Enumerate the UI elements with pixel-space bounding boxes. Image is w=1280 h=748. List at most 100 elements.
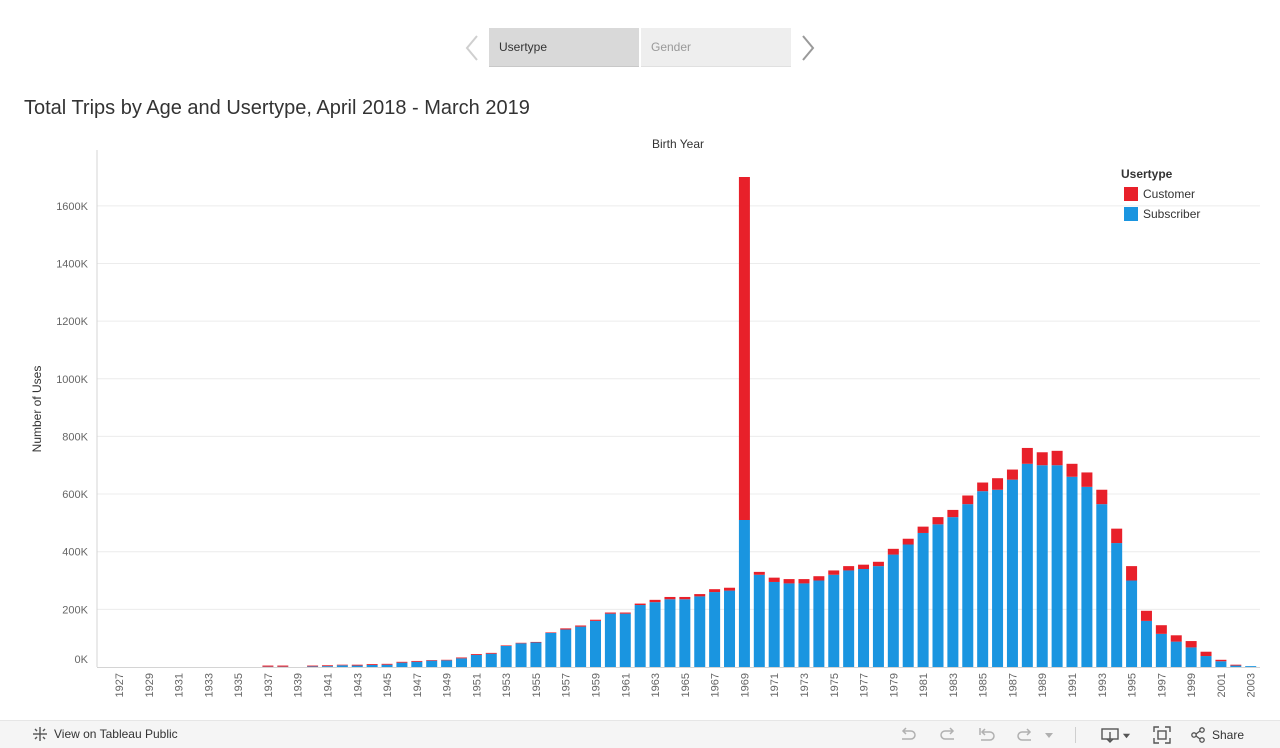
legend-label-customer[interactable]: Customer <box>1143 187 1195 201</box>
bar-subscriber-1952[interactable] <box>486 654 497 667</box>
bar-customer-1968[interactable] <box>724 588 735 591</box>
bar-subscriber-1941[interactable] <box>322 666 333 667</box>
bar-subscriber-1975[interactable] <box>828 575 839 667</box>
bar-subscriber-1993[interactable] <box>1096 504 1107 667</box>
bar-subscriber-1945[interactable] <box>382 665 393 667</box>
bar-customer-1944[interactable] <box>367 664 378 665</box>
bar-customer-1964[interactable] <box>664 597 675 599</box>
bar-customer-1946[interactable] <box>396 662 407 663</box>
bar-customer-1951[interactable] <box>471 654 482 655</box>
bar-subscriber-1949[interactable] <box>441 660 452 667</box>
bar-subscriber-1995[interactable] <box>1126 581 1137 667</box>
bar-customer-1999[interactable] <box>1186 641 1197 647</box>
download-button[interactable] <box>1100 725 1132 745</box>
bar-customer-1990[interactable] <box>1052 451 1063 465</box>
bar-customer-1994[interactable] <box>1111 529 1122 543</box>
bar-customer-1943[interactable] <box>352 665 363 666</box>
bar-subscriber-1988[interactable] <box>1022 464 1033 667</box>
bar-customer-1991[interactable] <box>1067 464 1078 477</box>
bar-subscriber-1978[interactable] <box>873 566 884 667</box>
bar-customer-1949[interactable] <box>441 660 452 661</box>
bar-subscriber-1990[interactable] <box>1052 465 1063 667</box>
bar-customer-1937[interactable] <box>262 666 273 667</box>
bar-subscriber-1986[interactable] <box>992 490 1003 667</box>
bar-customer-1958[interactable] <box>575 625 586 626</box>
bar-subscriber-1953[interactable] <box>501 646 512 667</box>
bar-subscriber-1970[interactable] <box>754 575 765 667</box>
bar-subscriber-1959[interactable] <box>590 621 601 667</box>
bar-customer-1967[interactable] <box>709 589 720 592</box>
bar-customer-1957[interactable] <box>560 628 571 629</box>
bar-customer-2002[interactable] <box>1230 665 1241 666</box>
bar-subscriber-1985[interactable] <box>977 491 988 667</box>
bar-subscriber-1948[interactable] <box>426 661 437 667</box>
bar-customer-1966[interactable] <box>694 594 705 596</box>
bar-subscriber-1980[interactable] <box>903 545 914 668</box>
bar-customer-1980[interactable] <box>903 539 914 545</box>
bar-subscriber-1974[interactable] <box>813 581 824 667</box>
bar-subscriber-1996[interactable] <box>1141 621 1152 667</box>
bar-customer-1998[interactable] <box>1171 635 1182 641</box>
bar-subscriber-1946[interactable] <box>396 663 407 667</box>
bar-customer-1947[interactable] <box>411 661 422 662</box>
bar-customer-2000[interactable] <box>1201 652 1212 656</box>
bar-customer-1970[interactable] <box>754 572 765 575</box>
legend-swatch-customer[interactable] <box>1124 187 1138 201</box>
bar-customer-1962[interactable] <box>635 604 646 605</box>
bar-customer-1942[interactable] <box>337 665 348 666</box>
bar-customer-1989[interactable] <box>1037 452 1048 465</box>
bar-subscriber-1961[interactable] <box>620 614 631 667</box>
bar-subscriber-1955[interactable] <box>530 643 541 668</box>
bar-customer-1959[interactable] <box>590 620 601 621</box>
bar-customer-1992[interactable] <box>1081 472 1092 486</box>
bar-subscriber-1956[interactable] <box>545 633 556 667</box>
bar-customer-1985[interactable] <box>977 483 988 492</box>
bar-subscriber-1984[interactable] <box>962 504 973 667</box>
bar-customer-1978[interactable] <box>873 562 884 566</box>
bar-customer-1940[interactable] <box>307 666 318 667</box>
bar-customer-1981[interactable] <box>918 527 929 533</box>
bar-subscriber-1967[interactable] <box>709 592 720 667</box>
view-on-tableau-public-link[interactable]: View on Tableau Public <box>32 726 178 742</box>
undo-button[interactable] <box>898 725 918 745</box>
bar-subscriber-1943[interactable] <box>352 666 363 667</box>
bar-customer-1961[interactable] <box>620 613 631 614</box>
share-button[interactable]: Share <box>1190 725 1250 745</box>
bar-subscriber-1979[interactable] <box>888 555 899 667</box>
bar-customer-1954[interactable] <box>516 643 527 644</box>
bar-customer-1969[interactable] <box>739 177 750 520</box>
bar-subscriber-1989[interactable] <box>1037 465 1048 667</box>
bar-subscriber-1971[interactable] <box>769 582 780 667</box>
bar-subscriber-1960[interactable] <box>605 614 616 667</box>
redo-button[interactable] <box>938 725 958 745</box>
bar-subscriber-1987[interactable] <box>1007 480 1018 667</box>
bar-subscriber-1981[interactable] <box>918 533 929 667</box>
bar-subscriber-1964[interactable] <box>664 599 675 667</box>
bar-customer-1941[interactable] <box>322 665 333 666</box>
bar-customer-1974[interactable] <box>813 576 824 580</box>
bar-customer-1938[interactable] <box>277 666 288 667</box>
revert-button[interactable] <box>977 725 997 745</box>
bar-customer-1988[interactable] <box>1022 448 1033 464</box>
bar-subscriber-1977[interactable] <box>858 569 869 667</box>
bar-subscriber-1944[interactable] <box>367 665 378 667</box>
bar-customer-2001[interactable] <box>1215 660 1226 661</box>
bar-subscriber-1963[interactable] <box>650 602 661 667</box>
bar-subscriber-1997[interactable] <box>1156 634 1167 667</box>
bar-customer-1975[interactable] <box>828 570 839 574</box>
bar-customer-1956[interactable] <box>545 632 556 633</box>
bar-subscriber-1954[interactable] <box>516 643 527 667</box>
bar-customer-1976[interactable] <box>843 566 854 570</box>
bar-customer-1965[interactable] <box>679 597 690 599</box>
bar-customer-1948[interactable] <box>426 660 437 661</box>
bar-customer-1955[interactable] <box>530 642 541 643</box>
bar-customer-1993[interactable] <box>1096 490 1107 504</box>
bar-customer-1997[interactable] <box>1156 625 1167 634</box>
bar-subscriber-1968[interactable] <box>724 591 735 667</box>
bar-customer-1953[interactable] <box>501 645 512 646</box>
bar-subscriber-1998[interactable] <box>1171 642 1182 667</box>
bar-customer-1982[interactable] <box>932 517 943 524</box>
bar-customer-1960[interactable] <box>605 613 616 614</box>
bar-customer-1986[interactable] <box>992 478 1003 490</box>
bar-customer-1971[interactable] <box>769 578 780 582</box>
